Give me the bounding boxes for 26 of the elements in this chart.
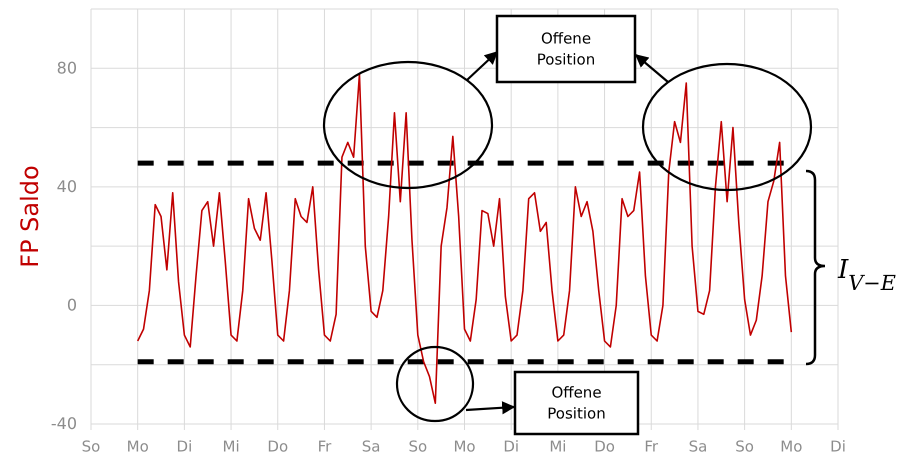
line-series: [136, 73, 792, 404]
y-tick-label: 80: [56, 58, 77, 78]
x-tick-label: Di: [503, 438, 520, 456]
x-tick-label: Mi: [222, 438, 240, 456]
y-tick-label: 0: [66, 296, 77, 315]
x-tick-label: Do: [267, 438, 288, 456]
x-tick-label: So: [408, 438, 428, 456]
x-tick-label: Mo: [126, 438, 149, 456]
y-tick-label: 40: [56, 176, 77, 196]
annotation: Offene Position: [536, 30, 596, 68]
annotation: Offene Position: [547, 384, 606, 422]
x-tick-label: Di: [830, 438, 846, 456]
x-tick-label: Fr: [644, 438, 659, 456]
x-tick-label: Mo: [453, 438, 476, 456]
x-tick-label: Mo: [780, 438, 802, 456]
x-tick-label: Sa: [688, 438, 708, 456]
x-tick-label: Mi: [549, 438, 566, 456]
y-axis-title: FP Saldo: [16, 165, 44, 268]
x-tick-label: Fr: [318, 438, 332, 456]
x-tick-label: Sa: [362, 438, 380, 456]
y-tick-label: -40: [50, 414, 77, 434]
x-tick-label: Do: [594, 438, 615, 456]
x-tick-label: So: [735, 438, 754, 456]
annotation: I$_{V−E}$: [837, 255, 896, 295]
x-tick-label: So: [82, 438, 100, 456]
x-tick-label: Di: [176, 438, 192, 456]
